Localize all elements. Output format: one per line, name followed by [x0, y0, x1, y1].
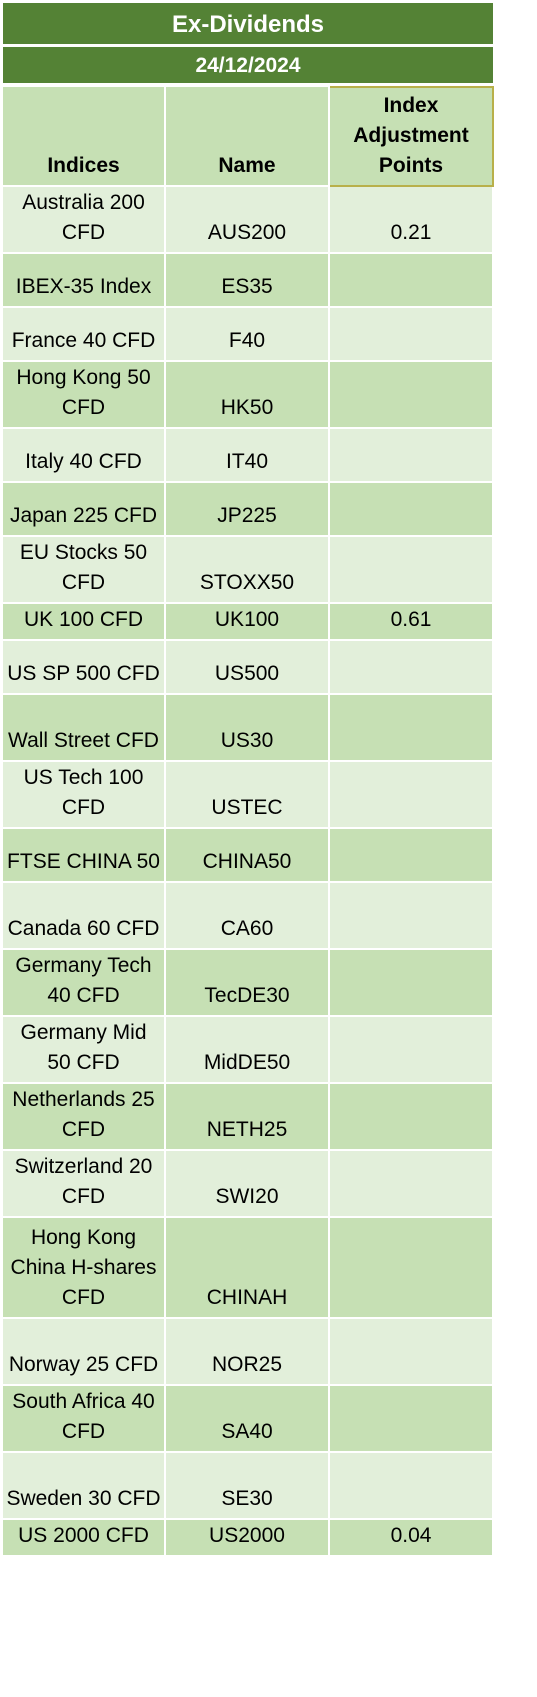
- cell-index: US SP 500 CFD: [3, 640, 166, 695]
- cell-points: [329, 1016, 494, 1084]
- cell-name: CHINA50: [165, 828, 330, 883]
- cell-name: UK100: [165, 603, 330, 641]
- column-header-name: Name: [165, 87, 330, 187]
- cell-points: [329, 640, 494, 695]
- table-row: US Tech 100 CFD USTEC: [3, 761, 494, 829]
- table-row: Canada 60 CFD CA60: [3, 882, 494, 950]
- table-row: Hong Kong China H-shares CFD CHINAH: [3, 1217, 494, 1319]
- table-row: EU Stocks 50 CFD STOXX50: [3, 536, 494, 604]
- cell-points: [329, 536, 494, 604]
- cell-index: Hong Kong China H-shares CFD: [3, 1217, 166, 1319]
- cell-name: CHINAH: [165, 1217, 330, 1319]
- cell-index: FTSE CHINA 50: [3, 828, 166, 883]
- cell-index: South Africa 40 CFD: [3, 1385, 166, 1453]
- table-row: US SP 500 CFD US500: [3, 640, 494, 695]
- ex-dividends-sheet: Ex-Dividends 24/12/2024 Indices Name Ind…: [3, 3, 494, 1557]
- cell-points: [329, 761, 494, 829]
- cell-points: [329, 694, 494, 762]
- cell-points: [329, 1318, 494, 1386]
- cell-points: [329, 482, 494, 537]
- table-row: UK 100 CFD UK100 0.61: [3, 603, 494, 641]
- cell-name: IT40: [165, 428, 330, 483]
- cell-name: USTEC: [165, 761, 330, 829]
- cell-name: HK50: [165, 361, 330, 429]
- cell-points: [329, 828, 494, 883]
- cell-index: Sweden 30 CFD: [3, 1452, 166, 1520]
- sheet-date: 24/12/2024: [3, 47, 493, 86]
- table-row: Germany Mid 50 CFD MidDE50: [3, 1016, 494, 1084]
- cell-index: US Tech 100 CFD: [3, 761, 166, 829]
- cell-name: CA60: [165, 882, 330, 950]
- table-body: Australia 200 CFD AUS200 0.21 IBEX-35 Index…: [3, 186, 494, 1557]
- cell-name: JP225: [165, 482, 330, 537]
- cell-name: SA40: [165, 1385, 330, 1453]
- cell-points: [329, 1150, 494, 1218]
- cell-points: [329, 1217, 494, 1319]
- table-row: Wall Street CFD US30: [3, 694, 494, 762]
- cell-index: France 40 CFD: [3, 307, 166, 362]
- table-row: IBEX-35 Index ES35: [3, 253, 494, 308]
- cell-points: [329, 307, 494, 362]
- cell-index: EU Stocks 50 CFD: [3, 536, 166, 604]
- cell-name: NOR25: [165, 1318, 330, 1386]
- cell-index: Australia 200 CFD: [3, 186, 166, 254]
- cell-points: [329, 1083, 494, 1151]
- table-row: Japan 225 CFD JP225: [3, 482, 494, 537]
- table-row: Australia 200 CFD AUS200 0.21: [3, 186, 494, 254]
- cell-index: Wall Street CFD: [3, 694, 166, 762]
- cell-name: NETH25: [165, 1083, 330, 1151]
- cell-index: Canada 60 CFD: [3, 882, 166, 950]
- cell-name: STOXX50: [165, 536, 330, 604]
- cell-name: SE30: [165, 1452, 330, 1520]
- cell-name: F40: [165, 307, 330, 362]
- table-row: South Africa 40 CFD SA40: [3, 1385, 494, 1453]
- cell-index: Netherlands 25 CFD: [3, 1083, 166, 1151]
- table-header-row: Indices Name Index Adjustment Points: [3, 86, 494, 187]
- table-row: Sweden 30 CFD SE30: [3, 1452, 494, 1520]
- table-row: Hong Kong 50 CFD HK50: [3, 361, 494, 429]
- cell-index: Switzerland 20 CFD: [3, 1150, 166, 1218]
- cell-name: SWI20: [165, 1150, 330, 1218]
- cell-index: UK 100 CFD: [3, 603, 166, 641]
- table-row: US 2000 CFD US2000 0.04: [3, 1519, 494, 1557]
- cell-points: [329, 361, 494, 429]
- cell-points: 0.61: [329, 603, 494, 641]
- table-row: Norway 25 CFD NOR25: [3, 1318, 494, 1386]
- cell-name: US2000: [165, 1519, 330, 1557]
- cell-index: US 2000 CFD: [3, 1519, 166, 1557]
- table-row: France 40 CFD F40: [3, 307, 494, 362]
- table-row: Italy 40 CFD IT40: [3, 428, 494, 483]
- cell-index: Germany Mid 50 CFD: [3, 1016, 166, 1084]
- cell-index: Japan 225 CFD: [3, 482, 166, 537]
- table-row: Germany Tech 40 CFD TecDE30: [3, 949, 494, 1017]
- ex-dividends-table: Indices Name Index Adjustment Points Aus…: [3, 86, 494, 1557]
- cell-index: Norway 25 CFD: [3, 1318, 166, 1386]
- cell-index: IBEX-35 Index: [3, 253, 166, 308]
- cell-points: 0.21: [329, 186, 494, 254]
- cell-name: TecDE30: [165, 949, 330, 1017]
- cell-points: [329, 1385, 494, 1453]
- cell-name: MidDE50: [165, 1016, 330, 1084]
- table-row: Switzerland 20 CFD SWI20: [3, 1150, 494, 1218]
- cell-points: [329, 949, 494, 1017]
- sheet-title: Ex-Dividends: [3, 3, 493, 47]
- cell-name: ES35: [165, 253, 330, 308]
- column-header-index-adjustment: Index Adjustment Points: [328, 86, 494, 187]
- column-header-indices: Indices: [3, 87, 166, 187]
- cell-index: Germany Tech 40 CFD: [3, 949, 166, 1017]
- cell-name: US30: [165, 694, 330, 762]
- cell-index: Italy 40 CFD: [3, 428, 166, 483]
- cell-points: 0.04: [329, 1519, 494, 1557]
- cell-name: AUS200: [165, 186, 330, 254]
- table-row: Netherlands 25 CFD NETH25: [3, 1083, 494, 1151]
- table-row: FTSE CHINA 50 CHINA50: [3, 828, 494, 883]
- cell-points: [329, 1452, 494, 1520]
- cell-points: [329, 253, 494, 308]
- cell-points: [329, 882, 494, 950]
- cell-name: US500: [165, 640, 330, 695]
- cell-index: Hong Kong 50 CFD: [3, 361, 166, 429]
- cell-points: [329, 428, 494, 483]
